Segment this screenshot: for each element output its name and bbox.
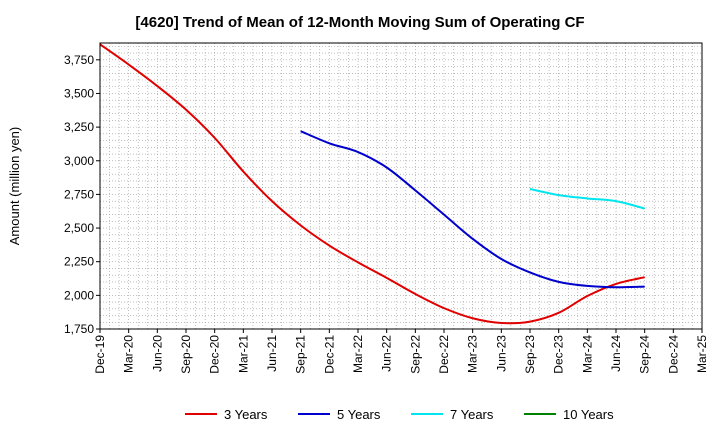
x-tick-label: Dec-19 [93, 335, 107, 374]
legend-label: 5 Years [337, 407, 381, 422]
chart-title: [4620] Trend of Mean of 12-Month Moving … [135, 14, 585, 31]
legend-label: 3 Years [224, 407, 268, 422]
y-tick-label: 1,750 [64, 322, 94, 336]
y-tick-label: 3,250 [64, 120, 94, 134]
y-tick-label: 3,000 [64, 154, 94, 168]
y-tick-label: 3,500 [64, 86, 94, 100]
legend-label: 7 Years [450, 407, 494, 422]
x-tick-label: Jun-23 [494, 335, 508, 372]
y-axis-label: Amount (million yen) [7, 127, 22, 246]
legend: 3 Years 5 Years 7 Years 10 Years [185, 407, 614, 422]
legend-label: 10 Years [563, 407, 614, 422]
x-tick-label: Dec-21 [322, 335, 336, 374]
series-line-5-years [300, 130, 645, 289]
x-tick-label: Jun-21 [265, 335, 279, 372]
x-tick-label: Sep-20 [179, 335, 193, 374]
x-tick-label: Dec-22 [437, 335, 451, 374]
series-lines [99, 43, 645, 325]
y-tick-label: 2,000 [64, 288, 94, 302]
grid-lines [100, 43, 702, 329]
x-tick-label: Mar-23 [466, 335, 480, 373]
x-tick-label: Mar-25 [695, 335, 709, 373]
x-tick-label: Sep-24 [638, 335, 652, 374]
x-tick-label: Dec-20 [208, 335, 222, 374]
x-tick-label: Sep-23 [523, 335, 537, 374]
x-tick-label: Dec-23 [552, 335, 566, 374]
series-line-7-years [529, 188, 645, 210]
x-tick-label: Sep-21 [294, 335, 308, 374]
x-tick-label: Jun-24 [609, 335, 623, 372]
x-tick-label: Mar-22 [351, 335, 365, 373]
plot-frame [99, 42, 703, 330]
y-tick-label: 3,750 [64, 53, 94, 67]
y-tick-label: 2,500 [64, 221, 94, 235]
series-line-3-years [99, 43, 645, 325]
x-tick-label: Dec-24 [666, 335, 680, 374]
y-tick-label: 2,250 [64, 255, 94, 269]
x-tick-label: Jun-20 [150, 335, 164, 372]
x-tick-label: Sep-22 [408, 335, 422, 374]
y-tick-label: 2,750 [64, 187, 94, 201]
x-tick-label: Jun-22 [380, 335, 394, 372]
x-tick-label: Mar-24 [580, 335, 594, 373]
x-tick-label: Mar-21 [236, 335, 250, 373]
x-axis-ticks: Dec-19 Mar-20 Jun-20 Sep-20 Dec-20 Mar-21 Jun-… [93, 329, 709, 374]
x-tick-label: Mar-20 [122, 335, 136, 373]
y-axis-ticks: 1,750 2,000 2,250 2,500 2,750 3,000 3,250 3,500… [64, 53, 100, 336]
